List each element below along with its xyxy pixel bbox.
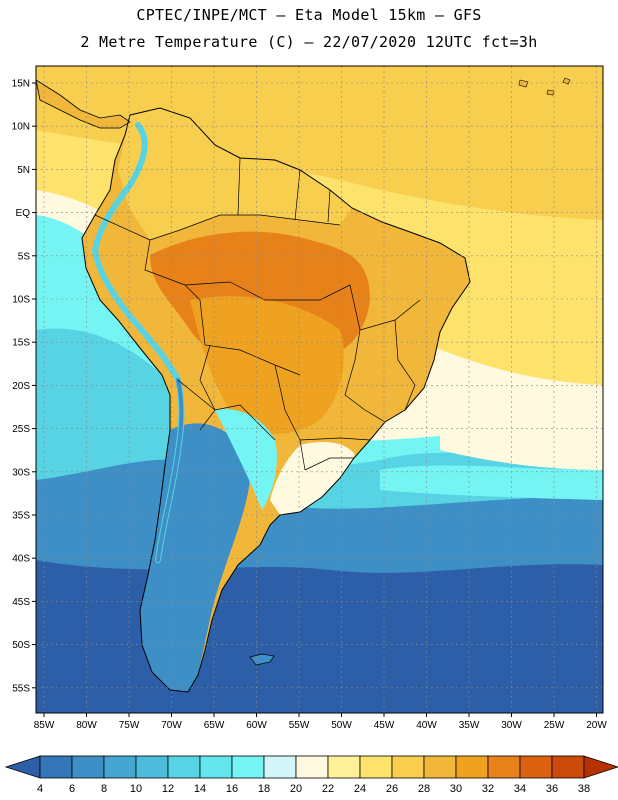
colorbar-box (423, 755, 457, 779)
colorbar-label: 12 (162, 783, 174, 795)
caribbean-islands (518, 77, 571, 96)
longitude-ticks: 85W 80W 75W 70W 65W 60W 55W 50W 45W 40W 35W 30W 25W 2… (34, 713, 607, 731)
lat-label: 40S (12, 554, 30, 565)
colorbar-box (39, 755, 73, 779)
coastline (81, 107, 471, 693)
lat-label: 5N (17, 165, 30, 176)
land-central-america (36, 79, 131, 129)
colorbar-label: 24 (354, 783, 366, 795)
colorbar-box (199, 755, 233, 779)
land-hot-central (190, 296, 344, 434)
colorbar-label: 14 (194, 783, 206, 795)
colorbar-label: 34 (514, 783, 526, 795)
colorbar-label: 28 (418, 783, 430, 795)
lat-label: 20S (12, 381, 30, 392)
lon-label: 45W (374, 720, 395, 731)
map-frame (35, 65, 604, 714)
lon-label: 70W (161, 720, 182, 731)
colorbar-arrow-low (4, 755, 41, 779)
ocean-tropical-band (36, 66, 603, 220)
lon-label: 80W (76, 720, 97, 731)
ocean-mild-patch-east (380, 465, 603, 500)
colorbar-box (295, 755, 329, 779)
colorbar-label: 18 (258, 783, 270, 795)
ocean-pale-patch-east (440, 391, 603, 470)
lat-label: 10N (12, 122, 30, 133)
colorbar-box (551, 755, 585, 779)
colorbar-box (327, 755, 361, 779)
colorbar-label: 32 (482, 783, 494, 795)
colorbar: 4 6 8 10 12 14 16 18 20 22 24 26 28 30 32 34 36 38 (4, 755, 618, 795)
colorbar-label: 26 (386, 783, 398, 795)
colorbar-label: 22 (322, 783, 334, 795)
lat-label: 45S (12, 597, 30, 608)
colorbar-box (263, 755, 297, 779)
temperature-field (36, 66, 603, 713)
lat-label: 55S (12, 683, 30, 694)
lat-label: 25S (12, 424, 30, 435)
lon-label: 50W (331, 720, 352, 731)
lon-label: 55W (289, 720, 310, 731)
colorbar-box (455, 755, 489, 779)
colorbar-label: 30 (450, 783, 462, 795)
land-pampas-mild (215, 409, 277, 510)
lon-label: 30W (501, 720, 522, 731)
country-borders (94, 157, 421, 471)
land-patagonia-cool (140, 423, 250, 692)
colorbar-box (359, 755, 393, 779)
colorbar-label: 4 (37, 783, 43, 795)
lat-label: 10S (12, 295, 30, 306)
lat-label: 15S (12, 338, 30, 349)
colorbar-label: 10 (130, 783, 142, 795)
lon-label: 65W (204, 720, 225, 731)
land-warm-southeast (270, 442, 355, 515)
lon-label: 85W (34, 720, 55, 731)
colorbar-arrow-high (583, 755, 618, 779)
land-warm-north (118, 108, 352, 240)
lon-label: 75W (119, 720, 140, 731)
lat-label: 15N (12, 79, 30, 90)
lon-label: 25W (544, 720, 565, 731)
lon-label: 20W (586, 720, 607, 731)
lat-label: 50S (12, 640, 30, 651)
colorbar-box (231, 755, 265, 779)
colorbar-label: 6 (69, 783, 75, 795)
colorbar-box (167, 755, 201, 779)
title-line-2: 2 Metre Temperature (C) – 22/07/2020 12U… (80, 33, 538, 51)
lon-label: 60W (246, 720, 267, 731)
colorbar-box (487, 755, 521, 779)
lat-label: 35S (12, 511, 30, 522)
lat-label: EQ (16, 208, 31, 219)
colorbar-box (71, 755, 105, 779)
title-line-1: CPTEC/INPE/MCT – Eta Model 15km – GFS (136, 6, 482, 24)
colorbar-label: 38 (578, 783, 590, 795)
lat-label: 30S (12, 467, 30, 478)
colorbar-label: 20 (290, 783, 302, 795)
colorbar-label: 8 (101, 783, 107, 795)
colorbar-box (103, 755, 137, 779)
lat-label: 5S (18, 251, 31, 262)
latitude-ticks: 15N 10N 5N EQ 5S 10S 15S 20S 25S 30S 35S 40S 45S 50S 5… (12, 79, 36, 694)
colorbar-box (519, 755, 553, 779)
lon-label: 35W (459, 720, 480, 731)
colorbar-label: 16 (226, 783, 238, 795)
andes-ridge-core (156, 378, 184, 562)
lon-label: 40W (416, 720, 437, 731)
colorbar-box (391, 755, 425, 779)
colorbar-box (135, 755, 169, 779)
colorbar-label: 36 (546, 783, 558, 795)
falkland-islands (249, 653, 275, 666)
